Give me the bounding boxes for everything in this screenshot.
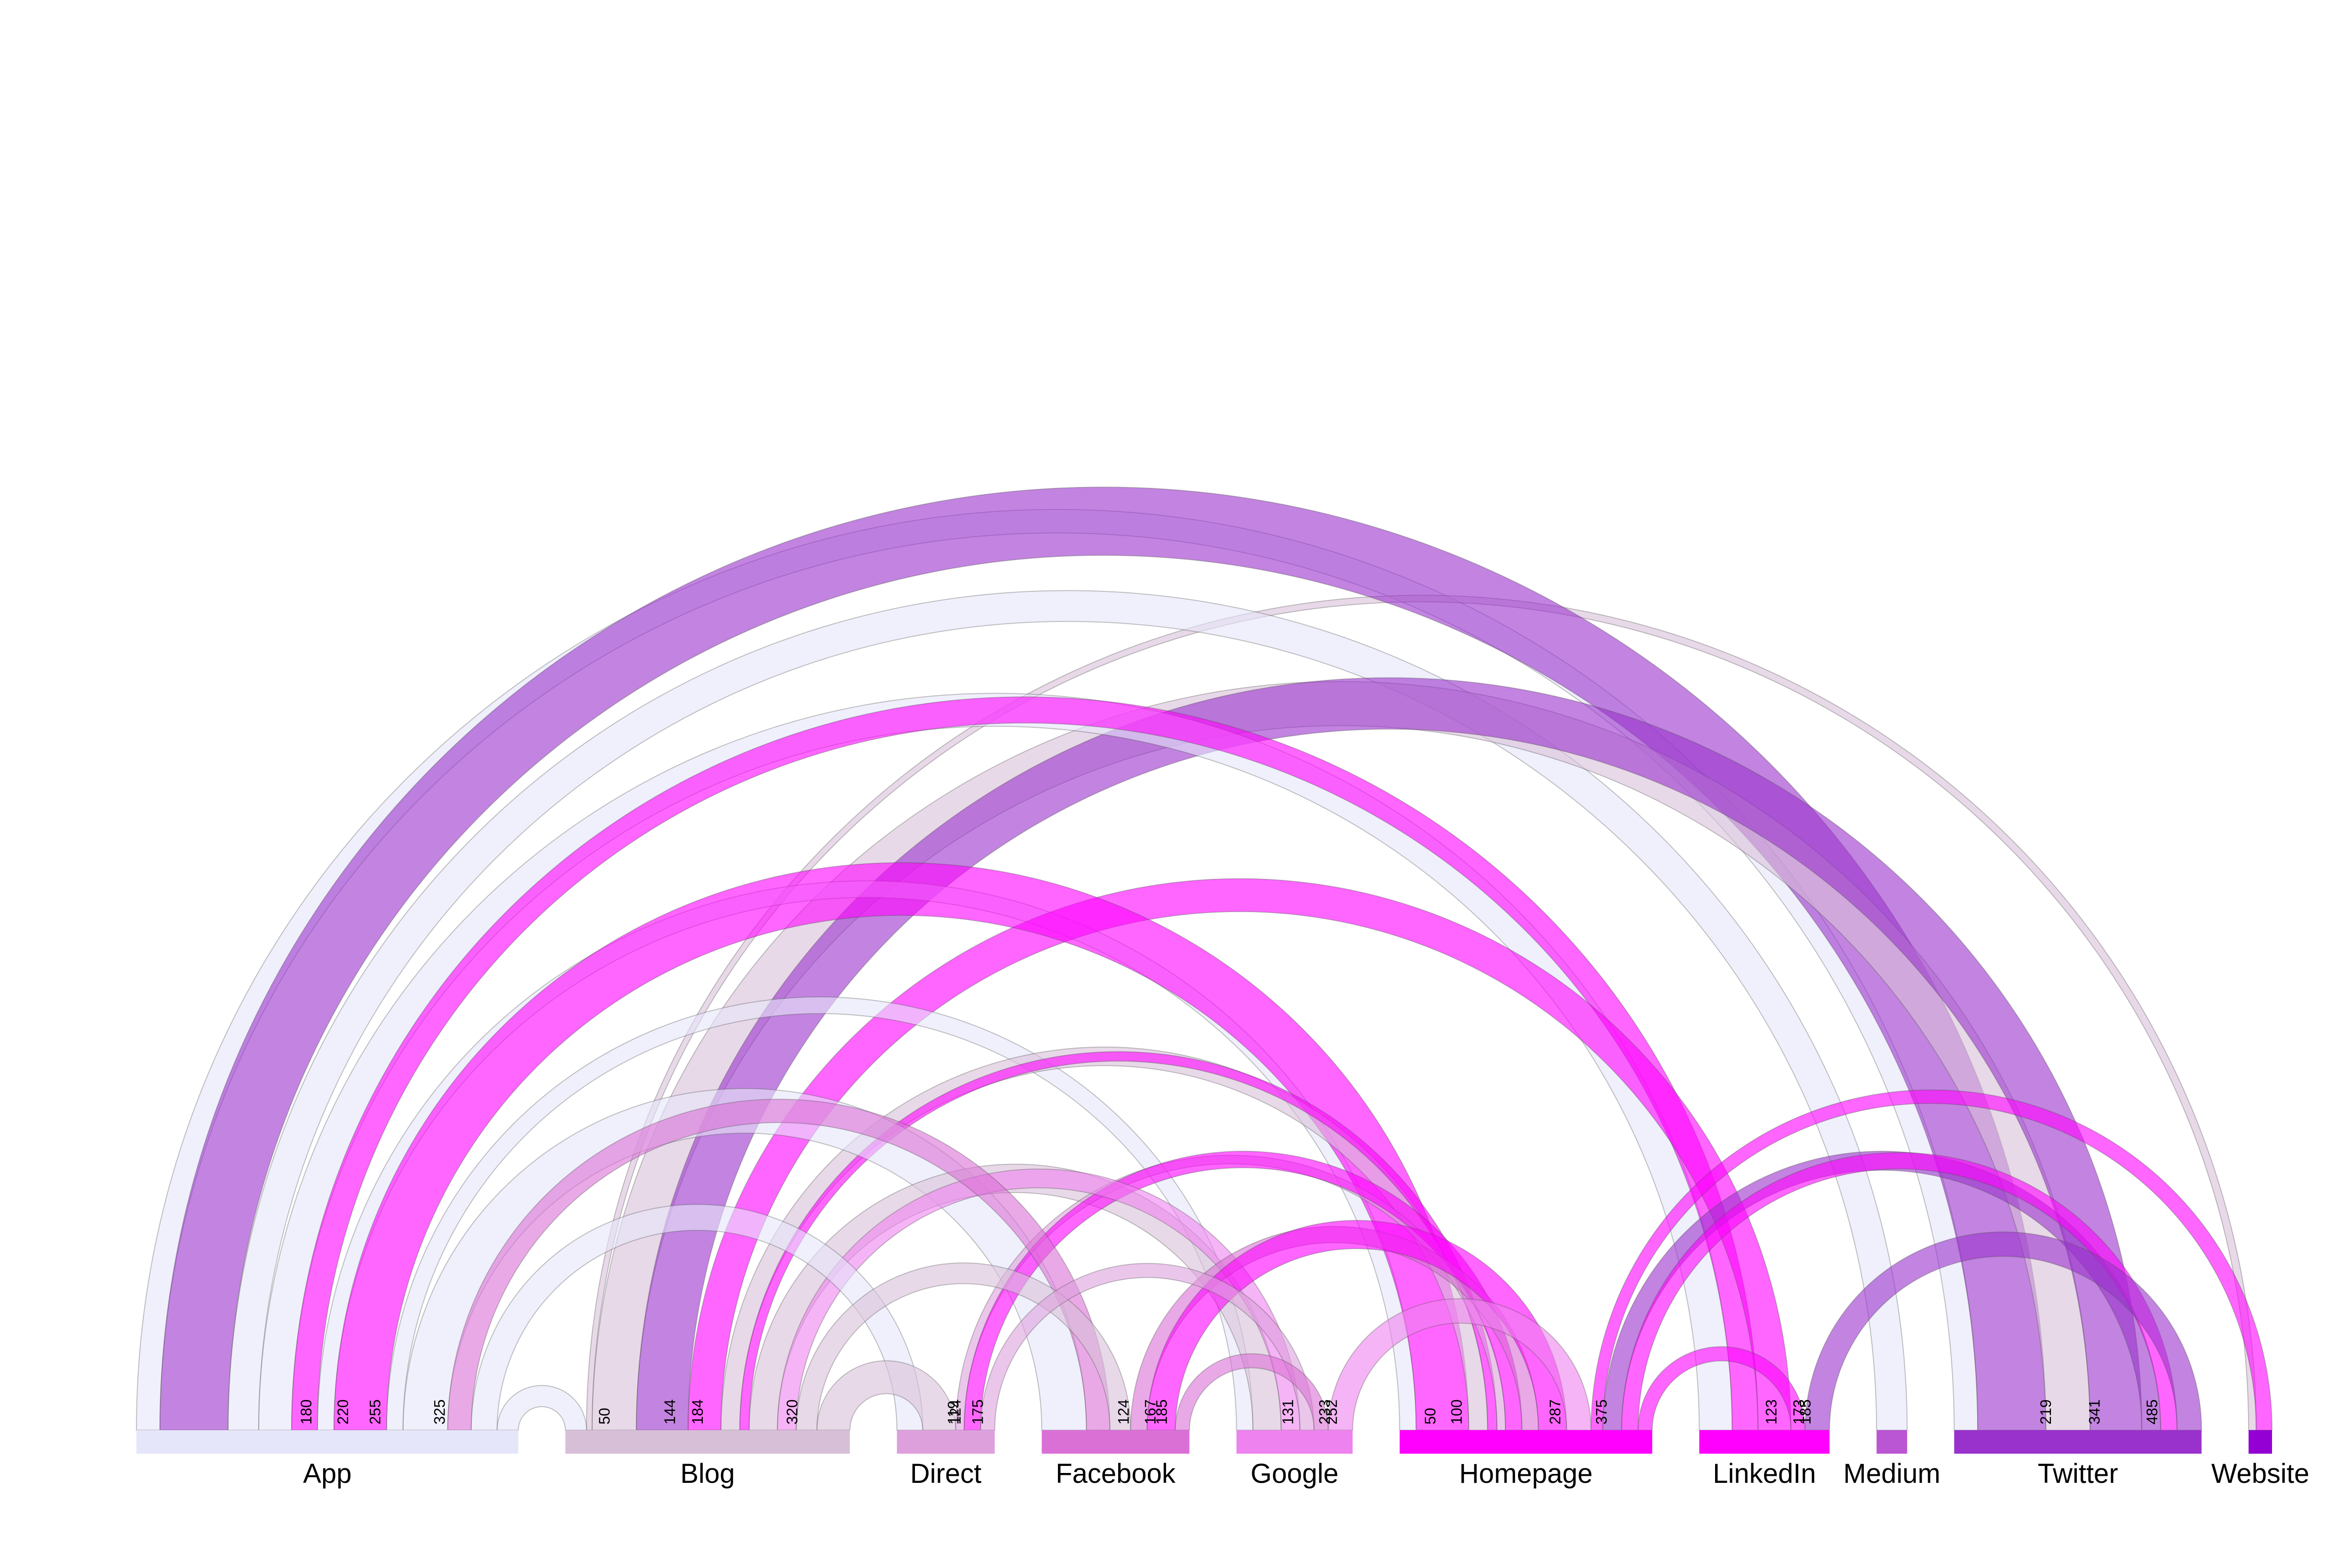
tick-label-linkedin-123: 123 bbox=[1763, 1400, 1780, 1425]
node-bar-direct bbox=[897, 1430, 995, 1454]
node-label-facebook: Facebook bbox=[1056, 1458, 1176, 1489]
node-label-blog: Blog bbox=[680, 1458, 735, 1489]
tick-label-blog-50: 50 bbox=[596, 1408, 613, 1425]
node-bar-medium bbox=[1876, 1430, 1907, 1454]
node-label-google: Google bbox=[1251, 1458, 1339, 1489]
arc-twitter-linkedin bbox=[1804, 1231, 2202, 1431]
arc-linkedin-homepage bbox=[1637, 1346, 1806, 1431]
tick-label-app-180: 180 bbox=[298, 1400, 315, 1425]
arc-google-homepage bbox=[1327, 1298, 1592, 1431]
tick-label-blog-144: 144 bbox=[661, 1400, 678, 1425]
node-label-direct: Direct bbox=[910, 1458, 981, 1489]
tick-label-twitter-341: 341 bbox=[2086, 1400, 2103, 1425]
tick-label-direct-124: 124 bbox=[947, 1400, 964, 1425]
tick-label-direct-119: 119 bbox=[945, 1401, 961, 1425]
node-bar-app bbox=[136, 1430, 518, 1454]
tick-label-linkedin-173: 173 bbox=[1790, 1400, 1807, 1425]
tick-label-direct-175: 175 bbox=[969, 1400, 986, 1425]
tick-label-google-233: 233 bbox=[1316, 1400, 1333, 1425]
node-label-website: Website bbox=[2211, 1458, 2309, 1489]
tick-label-blog-184: 184 bbox=[689, 1400, 706, 1425]
tick-label-twitter-485: 485 bbox=[2144, 1400, 2161, 1425]
tick-label-app-325: 325 bbox=[431, 1400, 448, 1425]
tick-label-twitter-219: 219 bbox=[2037, 1400, 2054, 1425]
tick-label-linkedin-185: 185 bbox=[1797, 1400, 1814, 1425]
tick-label-facebook-124: 124 bbox=[1115, 1400, 1132, 1425]
arc-facebook-google bbox=[1175, 1353, 1329, 1431]
node-bars bbox=[136, 1430, 2272, 1454]
tick-label-facebook-185: 185 bbox=[1153, 1400, 1170, 1425]
tick-label-homepage-100: 100 bbox=[1448, 1400, 1465, 1425]
tick-label-google-131: 131 bbox=[1279, 1400, 1296, 1425]
node-label-app: App bbox=[303, 1458, 351, 1489]
arc-app-blog bbox=[496, 1385, 587, 1431]
node-label-homepage: Homepage bbox=[1459, 1458, 1593, 1489]
tick-label-homepage-375: 375 bbox=[1593, 1400, 1610, 1425]
arc-links bbox=[135, 486, 2272, 1431]
node-label-linkedin: LinkedIn bbox=[1713, 1458, 1816, 1489]
node-bar-google bbox=[1236, 1430, 1353, 1454]
node-bar-website bbox=[2249, 1430, 2272, 1454]
node-bar-homepage bbox=[1399, 1430, 1653, 1454]
node-bar-twitter bbox=[1954, 1430, 2202, 1454]
tick-label-homepage-287: 287 bbox=[1547, 1400, 1564, 1425]
arc-blog-direct bbox=[816, 1360, 956, 1431]
node-label-twitter: Twitter bbox=[2038, 1458, 2118, 1489]
node-bar-facebook bbox=[1041, 1430, 1190, 1454]
node-label-medium: Medium bbox=[1843, 1458, 1940, 1489]
tick-label-blog-320: 320 bbox=[784, 1400, 801, 1425]
node-bar-linkedin bbox=[1699, 1430, 1830, 1454]
node-bar-blog bbox=[565, 1430, 850, 1454]
tick-label-homepage-50: 50 bbox=[1422, 1408, 1439, 1425]
arc-app-direct bbox=[471, 1204, 923, 1430]
tick-label-facebook-167: 167 bbox=[1142, 1400, 1159, 1425]
tick-label-app-255: 255 bbox=[366, 1400, 383, 1425]
node-labels: App Blog Direct Facebook Google Homepage Linke… bbox=[303, 1458, 2309, 1489]
tick-label-google-252: 252 bbox=[1323, 1400, 1340, 1425]
tick-label-app-220: 220 bbox=[334, 1400, 351, 1425]
